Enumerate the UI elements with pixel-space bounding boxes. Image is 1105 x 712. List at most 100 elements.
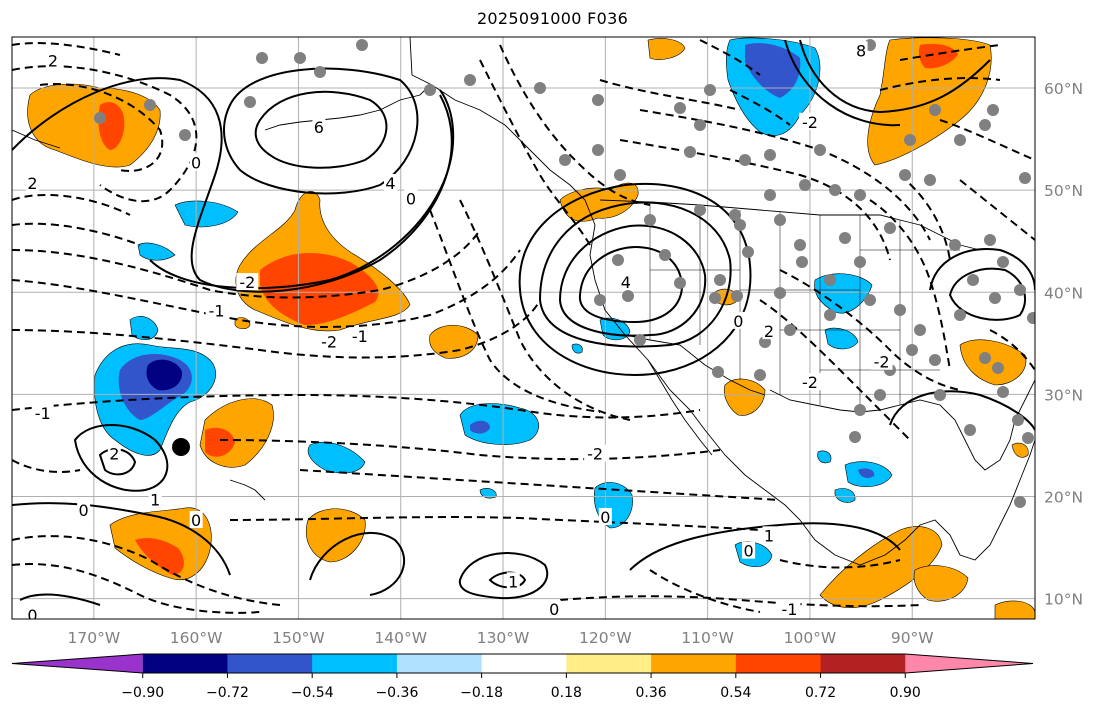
contour-line bbox=[799, 39, 991, 114]
lon-tick-label: 140°W bbox=[374, 629, 427, 647]
station-dot bbox=[864, 294, 876, 306]
station-dot bbox=[764, 149, 776, 161]
shade-region bbox=[745, 43, 801, 98]
contour-line bbox=[479, 59, 591, 246]
station-dot bbox=[784, 324, 796, 336]
shade-region bbox=[137, 242, 176, 261]
colorbar-tick-label: 0.72 bbox=[805, 685, 836, 701]
contour-line bbox=[629, 522, 901, 571]
contour-line bbox=[12, 502, 231, 576]
contour-line bbox=[699, 39, 761, 76]
contour-label-bg bbox=[798, 373, 821, 391]
contour-label: 2 bbox=[109, 445, 119, 464]
shade-region bbox=[429, 324, 479, 359]
contour-line bbox=[599, 79, 741, 111]
longitude-labels: 170°W 160°W 150°W 140°W 130°W 120°W 110°W 100°W… bbox=[68, 629, 934, 647]
contour-label: 2 bbox=[27, 174, 37, 193]
contour-line bbox=[12, 222, 141, 246]
lat-tick-label: 60°N bbox=[1044, 80, 1083, 98]
contour-label-bg bbox=[189, 153, 203, 171]
colorbar-tick-label: −0.36 bbox=[375, 685, 418, 701]
station-dot bbox=[854, 189, 866, 201]
contour-line bbox=[869, 199, 951, 371]
station-dot bbox=[742, 246, 754, 258]
shade-region bbox=[260, 252, 379, 325]
contour-line bbox=[784, 39, 901, 127]
colorbar-extend-low bbox=[12, 654, 143, 673]
contour-label-bg bbox=[870, 352, 893, 370]
contour-line bbox=[12, 249, 521, 328]
colorbar-segment bbox=[735, 654, 822, 673]
contour-line bbox=[299, 469, 781, 501]
shade-region bbox=[205, 427, 235, 457]
contour-line bbox=[899, 44, 1001, 61]
contour-label: 1 bbox=[764, 526, 774, 545]
station-dot bbox=[979, 119, 991, 131]
station-dot bbox=[829, 184, 841, 196]
colorbar-segment bbox=[566, 654, 652, 673]
station-dot bbox=[914, 324, 926, 336]
contour-label: 0 bbox=[79, 501, 89, 520]
contour-line bbox=[12, 229, 481, 299]
colorbar-segment bbox=[651, 654, 737, 673]
contour-label: 0 bbox=[549, 600, 559, 619]
station-dots bbox=[94, 39, 1035, 508]
shade-region bbox=[647, 38, 686, 60]
station-dot bbox=[949, 239, 961, 251]
contour-label-bg bbox=[547, 599, 561, 617]
colorbar-tick-label: −0.72 bbox=[206, 685, 249, 701]
station-dot bbox=[731, 290, 743, 302]
contour-label: -2 bbox=[239, 273, 255, 292]
colorbar-extend-high bbox=[905, 654, 1033, 673]
shade-region bbox=[479, 488, 497, 499]
station-dot bbox=[774, 287, 786, 299]
station-dot bbox=[799, 179, 811, 191]
contour-label-bg bbox=[31, 403, 54, 421]
contour-label-bg bbox=[762, 526, 776, 544]
contour-line bbox=[12, 42, 121, 56]
map-title: 2025091000 F036 bbox=[476, 9, 629, 28]
station-dot bbox=[929, 354, 941, 366]
contour-line bbox=[19, 593, 101, 606]
contour-label-bg bbox=[384, 174, 398, 192]
shade-region bbox=[306, 508, 366, 563]
lat-tick-label: 50°N bbox=[1044, 182, 1083, 200]
colorbar-tick-label: −0.18 bbox=[460, 685, 503, 701]
contour-label: -1 bbox=[352, 327, 368, 346]
contour-label: 0 bbox=[191, 511, 201, 530]
contour-label-bg bbox=[348, 327, 371, 345]
shade-region bbox=[307, 442, 366, 474]
station-dot bbox=[356, 39, 368, 51]
contour-label-bg bbox=[762, 322, 776, 340]
contour-label-bg bbox=[46, 51, 60, 69]
contour-line bbox=[649, 569, 761, 613]
contour-lines bbox=[12, 39, 1035, 606]
colorbar-segment bbox=[820, 654, 906, 673]
station-dot bbox=[94, 112, 106, 124]
contour-label: 0 bbox=[743, 542, 753, 561]
contour-label-bg bbox=[854, 41, 868, 59]
station-dot bbox=[314, 66, 326, 78]
station-dot bbox=[674, 277, 686, 289]
shade-region bbox=[913, 565, 969, 602]
station-dot bbox=[464, 74, 476, 86]
coastline-gulf bbox=[769, 379, 1035, 471]
coastline-hawaii bbox=[229, 479, 266, 501]
colorbar-segment bbox=[142, 654, 228, 673]
station-dot bbox=[796, 256, 808, 268]
shade-region bbox=[834, 488, 856, 503]
contour-line bbox=[889, 390, 1035, 431]
contour-line bbox=[929, 248, 1035, 291]
station-dot bbox=[987, 104, 999, 116]
contour-label: -2 bbox=[874, 353, 890, 372]
station-dot bbox=[954, 309, 966, 321]
contour-line bbox=[459, 199, 631, 421]
contour-label-bg bbox=[77, 500, 91, 518]
station-dot bbox=[1014, 496, 1026, 508]
shade-region bbox=[858, 468, 875, 478]
colorbar-tick-label: −0.90 bbox=[121, 685, 164, 701]
station-dot bbox=[906, 344, 918, 356]
station-dot bbox=[684, 146, 696, 158]
contour-line bbox=[518, 183, 752, 376]
station-dot bbox=[967, 274, 979, 286]
